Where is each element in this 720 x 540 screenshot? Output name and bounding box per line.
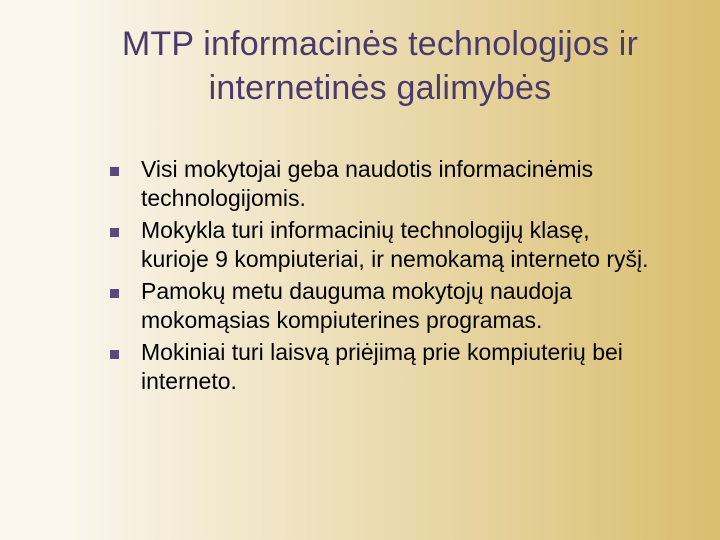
list-item-text: Mokiniai turi laisvą priėjimą prie kompi… bbox=[141, 338, 660, 397]
list-item-text: Visi mokytojai geba naudotis informacinė… bbox=[141, 155, 660, 214]
title-emphasis: MTP bbox=[122, 25, 194, 63]
list-item: Pamokų metu dauguma mokytojų naudoja mok… bbox=[110, 277, 660, 336]
list-item: Mokiniai turi laisvą priėjimą prie kompi… bbox=[110, 338, 660, 397]
square-bullet-icon bbox=[110, 350, 119, 359]
list-item: Mokykla turi informacinių technologijų k… bbox=[110, 216, 660, 275]
list-item-text: Mokykla turi informacinių technologijų k… bbox=[141, 216, 660, 275]
slide-title: MTP informacinės technologijos ir intern… bbox=[100, 22, 660, 110]
square-bullet-icon bbox=[110, 289, 119, 298]
slide: MTP informacinės technologijos ir intern… bbox=[0, 0, 720, 540]
title-rest-1: informacinės technologijos ir bbox=[194, 25, 638, 63]
list-item-text: Pamokų metu dauguma mokytojų naudoja mok… bbox=[141, 277, 660, 336]
list-item: Visi mokytojai geba naudotis informacinė… bbox=[110, 155, 660, 214]
square-bullet-icon bbox=[110, 167, 119, 176]
square-bullet-icon bbox=[110, 228, 119, 237]
title-line-1: MTP informacinės technologijos ir bbox=[100, 22, 660, 66]
title-line-2: internetinės galimybės bbox=[100, 66, 660, 110]
bullet-list: Visi mokytojai geba naudotis informacinė… bbox=[110, 155, 660, 399]
